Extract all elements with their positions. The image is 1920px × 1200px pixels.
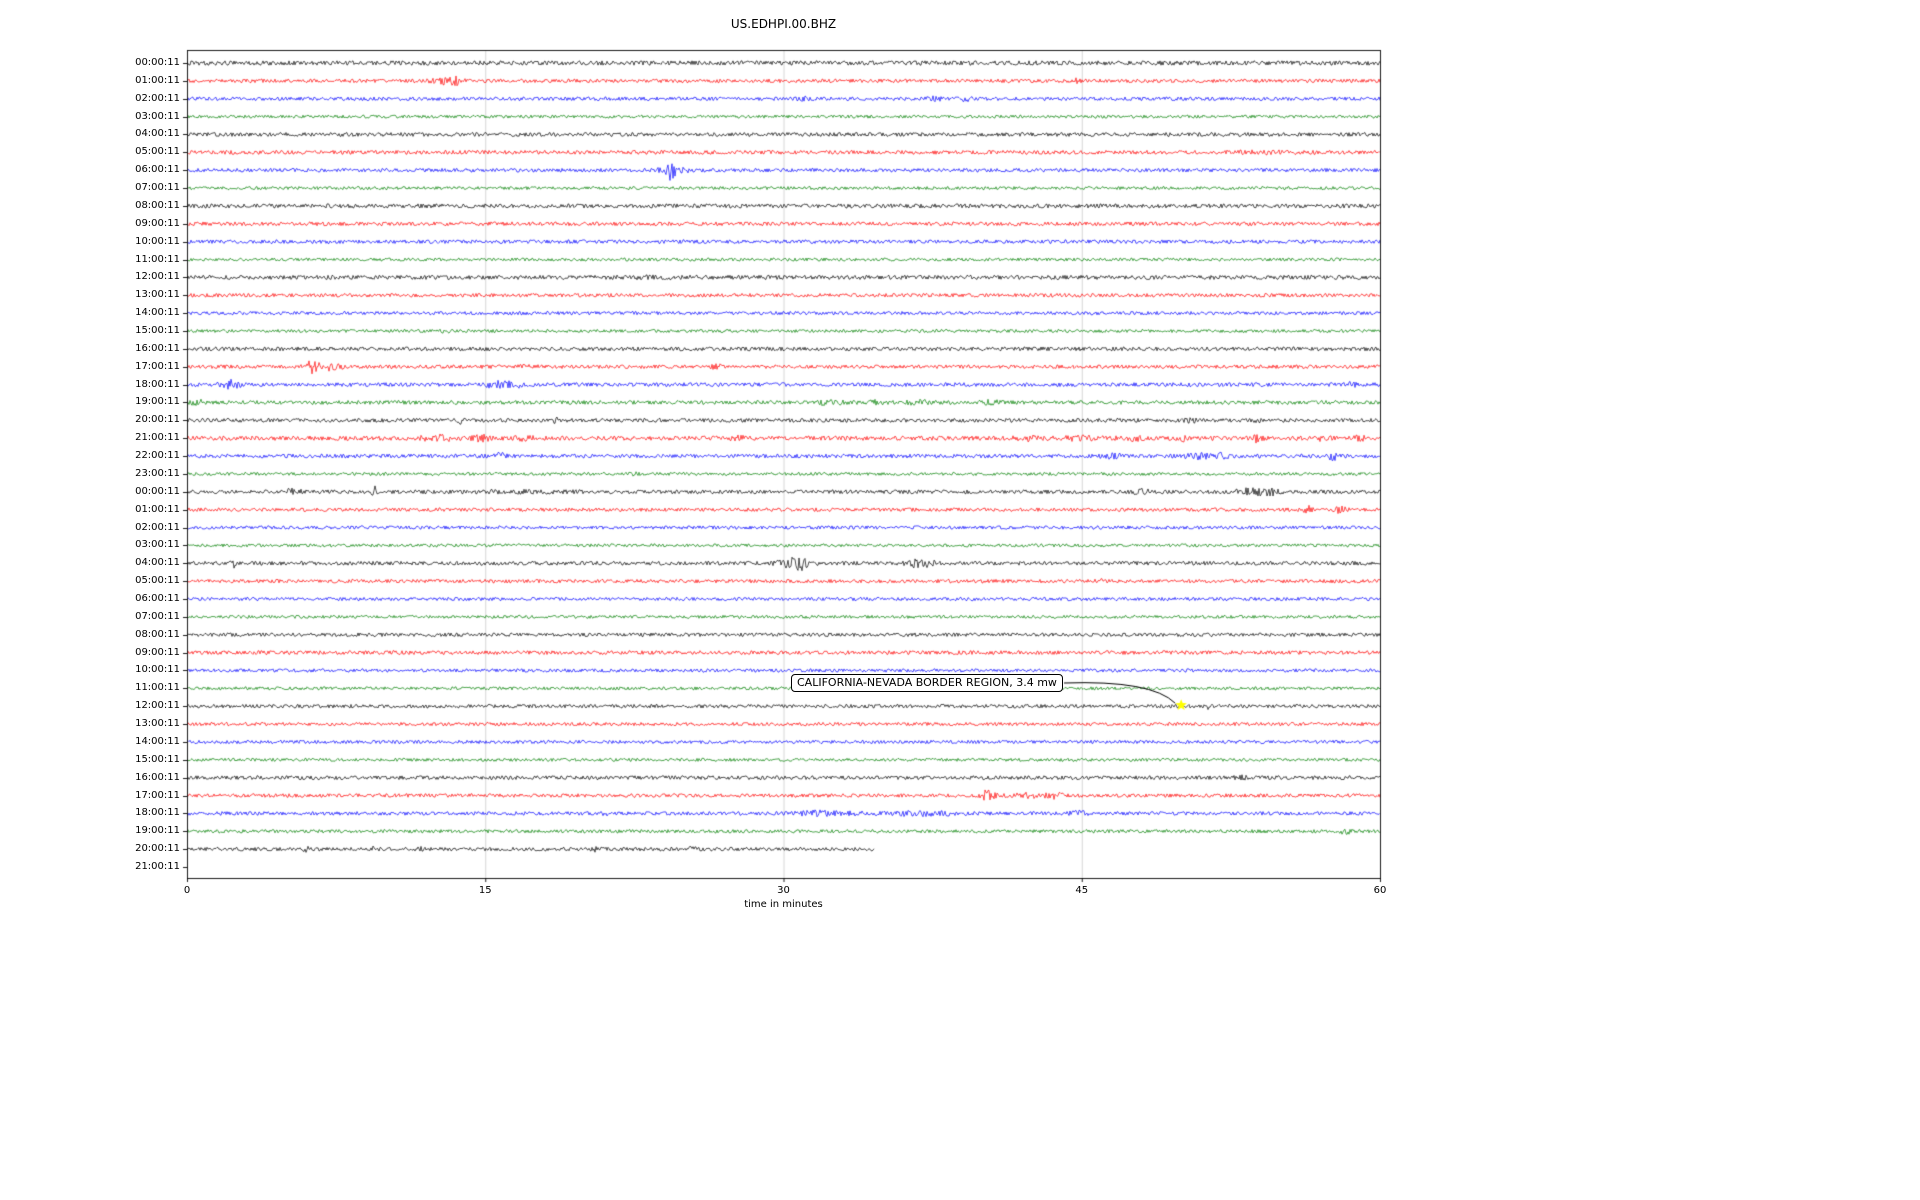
trace-row-label: 07:00:11 (135, 182, 180, 194)
trace-row-label: 09:00:11 (135, 646, 180, 658)
trace-row-label: 19:00:11 (135, 396, 180, 408)
trace-row-label: 10:00:11 (135, 664, 180, 676)
trace-row-label: 20:00:11 (135, 843, 180, 855)
trace-row-label: 17:00:11 (135, 360, 180, 372)
trace-row-label: 05:00:11 (135, 146, 180, 158)
trace-row-label: 14:00:11 (135, 735, 180, 747)
trace-row-label: 16:00:11 (135, 771, 180, 783)
event-annotation: CALIFORNIA-NEVADA BORDER REGION, 3.4 mw (791, 674, 1063, 692)
x-axis-label: time in minutes (744, 899, 823, 910)
trace-row-label: 00:00:11 (135, 57, 180, 68)
trace-row-label: 06:00:11 (135, 593, 180, 604)
x-tick-label: 0 (183, 885, 191, 896)
trace-row-label: 15:00:11 (135, 753, 180, 765)
trace-row-label: 12:00:11 (135, 700, 180, 712)
chart-title: US.EDHPI.00.BHZ (730, 17, 837, 31)
trace-row-label: 15:00:11 (135, 325, 180, 336)
trace-row-label: 00:00:11 (135, 485, 180, 497)
trace-row-label: 02:00:11 (135, 92, 180, 104)
trace-row-label: 21:00:11 (135, 861, 180, 872)
trace-row-label: 01:00:11 (135, 503, 180, 515)
trace-row-label: 08:00:11 (135, 199, 180, 211)
x-tick-label: 45 (1075, 885, 1089, 896)
trace-row-label: 12:00:11 (135, 271, 180, 283)
trace-row-label: 06:00:11 (135, 164, 180, 176)
trace-row-label: 18:00:11 (135, 378, 180, 390)
trace-row-label: 10:00:11 (135, 235, 180, 247)
trace-row-label: 01:00:11 (135, 74, 180, 86)
trace-row-label: 14:00:11 (135, 307, 180, 319)
trace-row-label: 11:00:11 (135, 682, 180, 694)
trace-row-label: 21:00:11 (135, 432, 180, 444)
trace-row-label: 13:00:11 (135, 718, 180, 730)
trace-row-label: 22:00:11 (135, 450, 180, 462)
trace-row-label: 17:00:11 (135, 789, 180, 801)
trace-row-label: 02:00:11 (135, 521, 180, 533)
x-tick-label: 60 (1373, 885, 1387, 896)
trace-row-label: 04:00:11 (135, 128, 180, 140)
trace-row-label: 13:00:11 (135, 289, 180, 301)
trace-row-label: 19:00:11 (135, 825, 180, 837)
trace-row-label: 20:00:11 (135, 414, 180, 426)
trace-row-label: 07:00:11 (135, 610, 180, 622)
trace-row-label: 04:00:11 (135, 557, 180, 569)
trace-row-label: 03:00:11 (135, 539, 180, 551)
trace-row-label: 18:00:11 (135, 807, 180, 819)
trace-row-label: 11:00:11 (135, 253, 180, 265)
trace-row-label: 23:00:11 (135, 467, 180, 479)
x-tick-label: 15 (478, 885, 492, 896)
trace-row-label: 05:00:11 (135, 575, 180, 587)
trace-row-label: 16:00:11 (135, 342, 180, 354)
trace-row-label: 08:00:11 (135, 628, 180, 640)
x-tick-label: 30 (777, 885, 790, 896)
trace-row-label: 03:00:11 (135, 110, 180, 122)
trace-row-label: 09:00:11 (135, 217, 180, 229)
